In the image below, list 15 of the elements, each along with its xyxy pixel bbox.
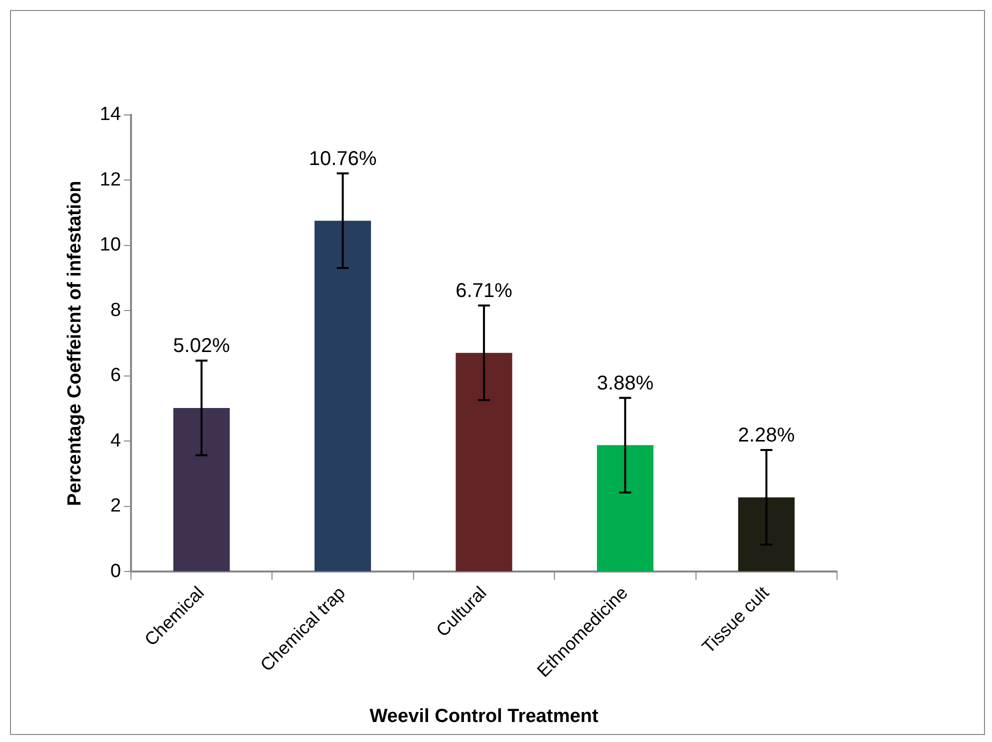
y-tick-label: 0 [110,560,121,582]
data-label: 5.02% [173,335,230,358]
data-label: 6.71% [456,280,513,302]
data-label: 3.88% [596,372,654,394]
data-label: 10.76% [308,148,377,170]
y-tick-label: 2 [110,496,121,517]
y-tick-label: 6 [110,365,121,386]
y-axis-title: Percentage Coeffeicnt of infestation [64,180,86,506]
y-tick-label: 12 [100,169,121,190]
y-tick-label: 8 [110,300,121,321]
y-tick-label: 4 [110,430,122,452]
x-axis-title: Weevil Control Treatment [370,706,600,727]
y-tick-label: 10 [100,234,121,256]
data-label: 2.28% [738,424,795,447]
y-tick-label: 14 [100,104,122,126]
